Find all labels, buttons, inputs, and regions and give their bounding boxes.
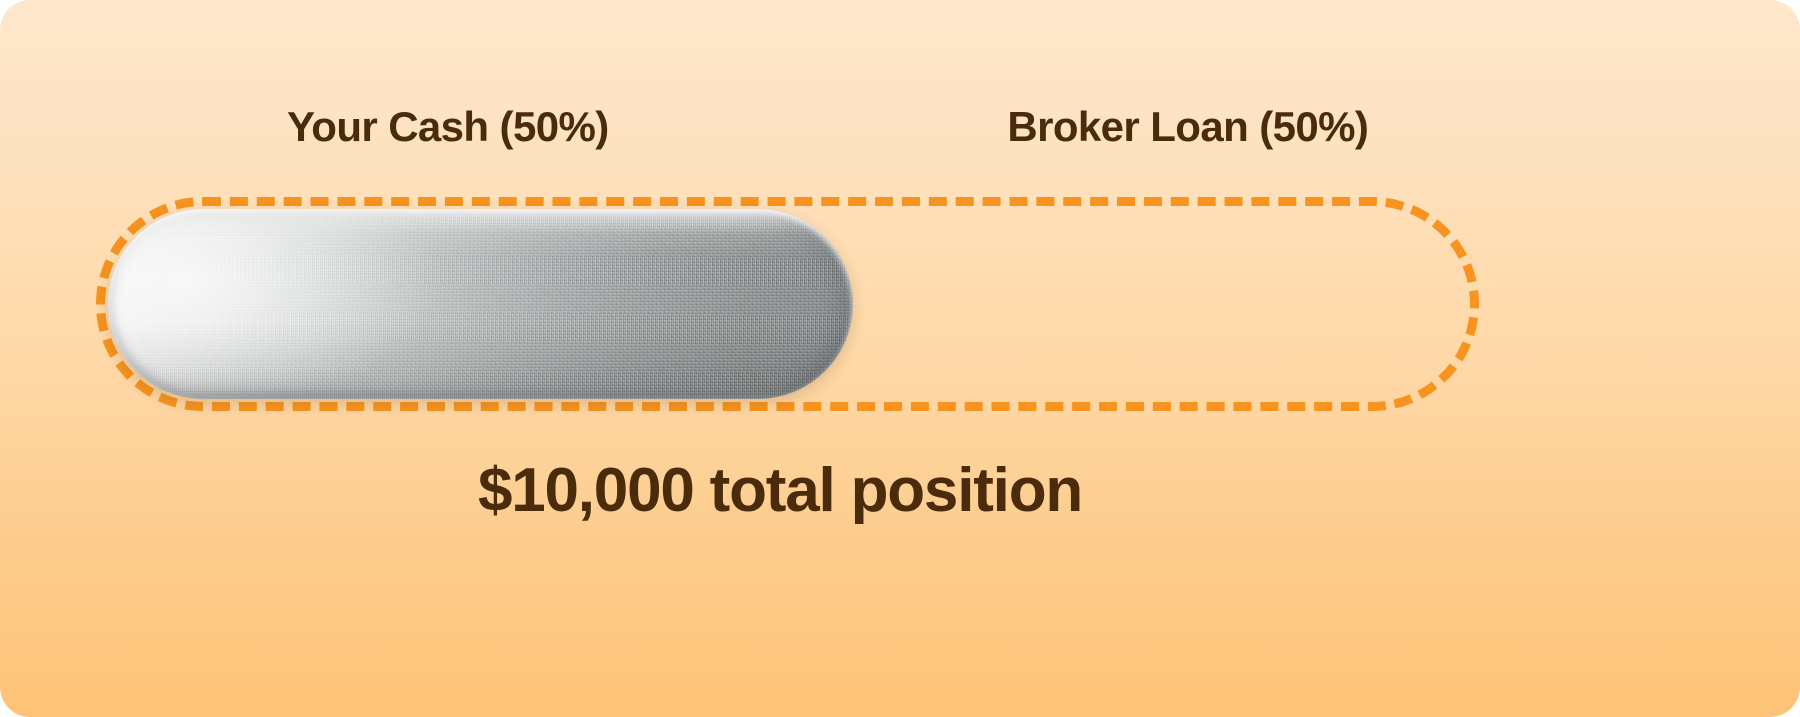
bar-metal-bevel bbox=[108, 209, 853, 399]
legend-row: Your Cash (50%) Broker Loan (50%) bbox=[100, 96, 1580, 158]
legend-label-your-cash: Your Cash (50%) bbox=[286, 103, 609, 150]
total-position-outline bbox=[96, 197, 1479, 411]
total-position-caption: $10,000 total position bbox=[477, 456, 1083, 525]
legend-label-broker-loan: Broker Loan (50%) bbox=[1007, 103, 1369, 150]
your-cash-bar bbox=[108, 209, 853, 399]
